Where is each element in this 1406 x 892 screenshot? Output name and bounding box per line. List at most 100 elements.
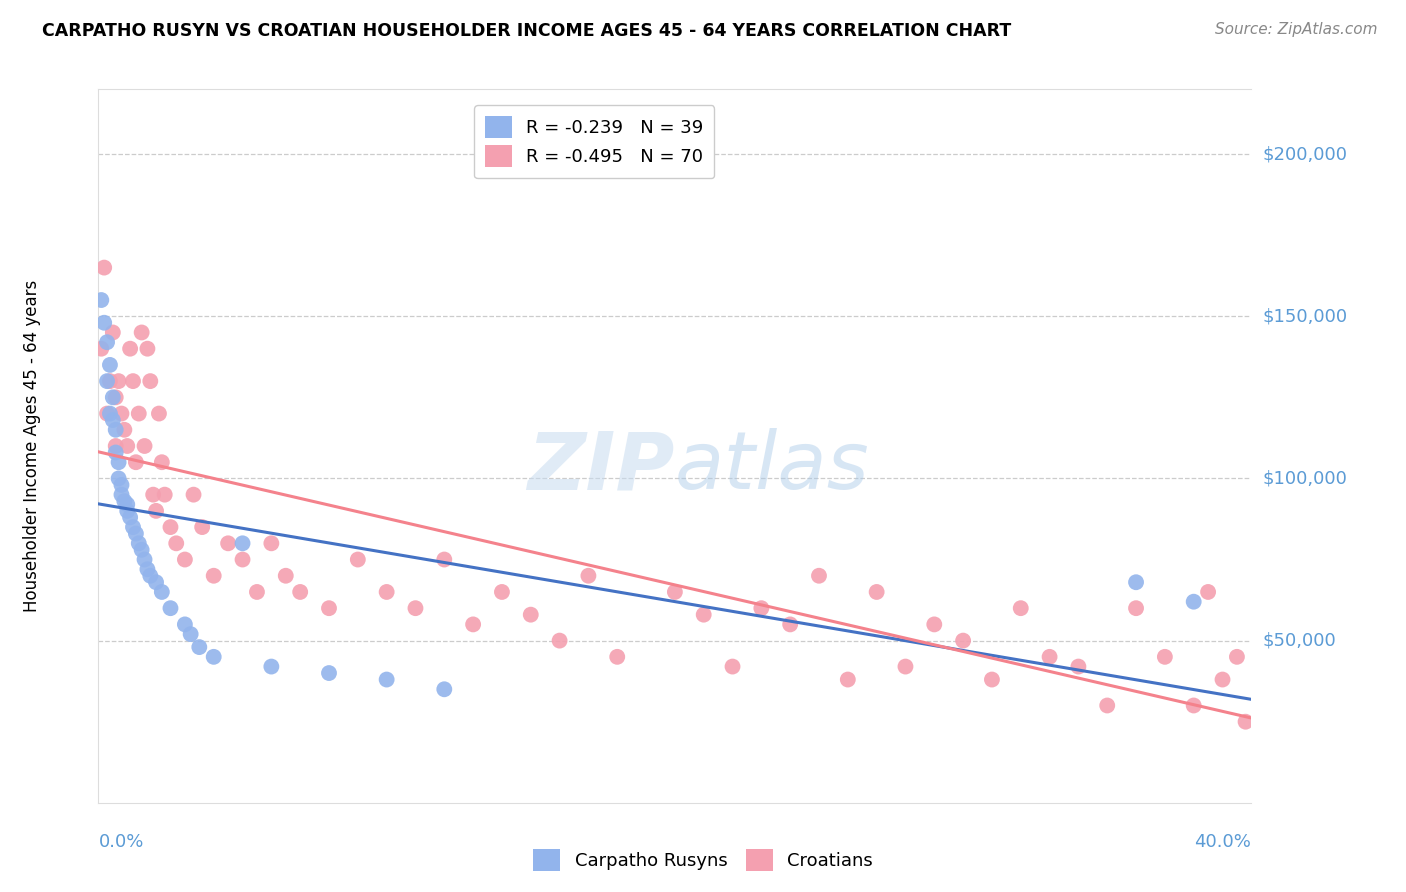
Point xyxy=(866,585,889,599)
Point xyxy=(183,488,205,502)
Point xyxy=(188,640,211,654)
Point xyxy=(231,536,254,550)
Point xyxy=(98,374,121,388)
Point xyxy=(96,407,118,421)
Point xyxy=(260,536,283,550)
Point xyxy=(104,390,127,404)
Point xyxy=(491,585,513,599)
Point xyxy=(142,488,165,502)
Point xyxy=(150,455,173,469)
Point xyxy=(751,601,773,615)
Point xyxy=(894,659,917,673)
Point xyxy=(159,601,181,615)
Point xyxy=(150,585,173,599)
Point xyxy=(148,407,170,421)
Point xyxy=(1182,698,1205,713)
Point xyxy=(90,342,112,356)
Point xyxy=(202,568,225,582)
Text: atlas: atlas xyxy=(675,428,870,507)
Point xyxy=(107,455,129,469)
Point xyxy=(606,649,628,664)
Legend: R = -0.239   N = 39, R = -0.495   N = 70: R = -0.239 N = 39, R = -0.495 N = 70 xyxy=(474,105,714,178)
Text: $150,000: $150,000 xyxy=(1263,307,1347,326)
Point xyxy=(433,682,456,697)
Legend: Carpatho Rusyns, Croatians: Carpatho Rusyns, Croatians xyxy=(526,842,880,879)
Point xyxy=(922,617,945,632)
Point xyxy=(318,666,340,681)
Point xyxy=(101,326,124,340)
Text: CARPATHO RUSYN VS CROATIAN HOUSEHOLDER INCOME AGES 45 - 64 YEARS CORRELATION CHA: CARPATHO RUSYN VS CROATIAN HOUSEHOLDER I… xyxy=(42,22,1011,40)
Point xyxy=(405,601,427,615)
Point xyxy=(96,374,118,388)
Text: $50,000: $50,000 xyxy=(1263,632,1336,649)
Point xyxy=(260,659,283,673)
Point xyxy=(807,568,830,582)
Point xyxy=(117,497,138,511)
Point xyxy=(433,552,456,566)
Point xyxy=(112,494,135,508)
Point xyxy=(375,585,398,599)
Point xyxy=(110,407,132,421)
Point xyxy=(93,316,115,330)
Point xyxy=(165,536,187,550)
Point xyxy=(174,617,197,632)
Point xyxy=(952,633,974,648)
Text: ZIP: ZIP xyxy=(527,428,675,507)
Point xyxy=(290,585,312,599)
Point xyxy=(131,326,153,340)
Point xyxy=(134,552,156,566)
Point xyxy=(122,520,145,534)
Point xyxy=(104,445,127,459)
Point xyxy=(1097,698,1119,713)
Text: 0.0%: 0.0% xyxy=(98,833,143,851)
Point xyxy=(110,488,132,502)
Point xyxy=(139,374,162,388)
Point xyxy=(98,407,121,421)
Point xyxy=(174,552,197,566)
Point xyxy=(1153,649,1175,664)
Text: $200,000: $200,000 xyxy=(1263,145,1347,163)
Point xyxy=(120,510,142,524)
Point xyxy=(98,358,121,372)
Point xyxy=(1010,601,1032,615)
Point xyxy=(96,335,118,350)
Point xyxy=(1125,575,1147,590)
Point xyxy=(110,478,132,492)
Point xyxy=(346,552,368,566)
Point xyxy=(693,607,716,622)
Point xyxy=(375,673,398,687)
Text: Source: ZipAtlas.com: Source: ZipAtlas.com xyxy=(1215,22,1378,37)
Point xyxy=(721,659,744,673)
Point xyxy=(1067,659,1090,673)
Point xyxy=(981,673,1004,687)
Point xyxy=(274,568,297,582)
Text: 40.0%: 40.0% xyxy=(1195,833,1251,851)
Point xyxy=(520,607,543,622)
Point xyxy=(117,504,138,518)
Point xyxy=(131,542,153,557)
Point xyxy=(1038,649,1062,664)
Point xyxy=(318,601,340,615)
Point xyxy=(837,673,859,687)
Point xyxy=(104,439,127,453)
Point xyxy=(120,342,142,356)
Point xyxy=(136,562,159,576)
Point xyxy=(139,568,162,582)
Point xyxy=(1212,673,1234,687)
Point xyxy=(180,627,202,641)
Point xyxy=(101,413,124,427)
Point xyxy=(1226,649,1249,664)
Point xyxy=(217,536,239,550)
Point xyxy=(246,585,269,599)
Point xyxy=(125,455,148,469)
Point xyxy=(107,471,129,485)
Point xyxy=(128,407,150,421)
Point xyxy=(125,526,148,541)
Point xyxy=(578,568,600,582)
Point xyxy=(112,423,135,437)
Point xyxy=(191,520,214,534)
Point xyxy=(461,617,484,632)
Point xyxy=(122,374,145,388)
Point xyxy=(548,633,571,648)
Point xyxy=(101,390,124,404)
